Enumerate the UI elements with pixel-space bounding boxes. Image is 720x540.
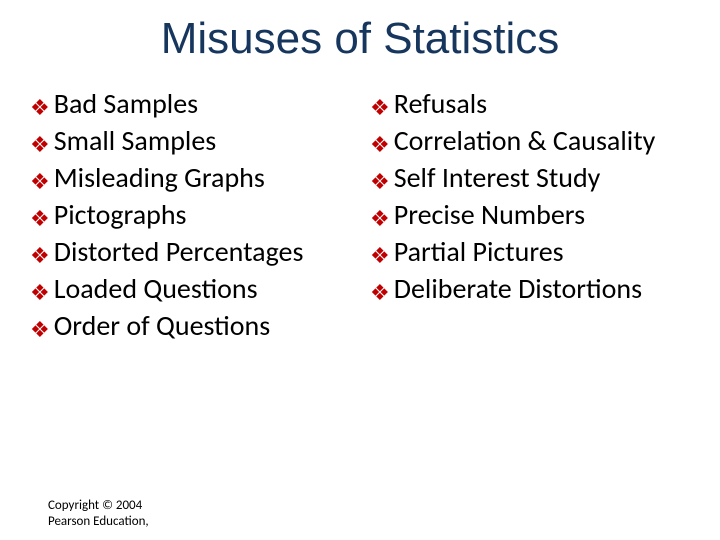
list-item: ❖Small Samples <box>30 123 370 160</box>
title-block: Misuses of Statistics <box>0 0 720 64</box>
list-item: ❖Misleading Graphs <box>30 160 370 197</box>
diamond-bullet-icon: ❖ <box>370 208 390 230</box>
list-item-label: Bad Samples <box>54 86 198 123</box>
list-item-label: Correlation & Causality <box>394 123 656 160</box>
right-column: ❖Refusals❖Correlation & Causality❖Self I… <box>370 86 700 345</box>
list-item-label: Loaded Questions <box>54 271 258 308</box>
list-item-label: Small Samples <box>54 123 217 160</box>
diamond-bullet-icon: ❖ <box>30 208 50 230</box>
diamond-bullet-icon: ❖ <box>370 282 390 304</box>
diamond-bullet-icon: ❖ <box>30 245 50 267</box>
slide: Misuses of Statistics ❖Bad Samples❖Small… <box>0 0 720 540</box>
list-item: ❖Partial Pictures <box>370 234 700 271</box>
diamond-bullet-icon: ❖ <box>30 319 50 341</box>
list-item: ❖Precise Numbers <box>370 197 700 234</box>
list-item-label: Deliberate Distortions <box>394 271 642 308</box>
list-item-label: Order of Questions <box>54 308 270 345</box>
diamond-bullet-icon: ❖ <box>30 282 50 304</box>
list-item: ❖Self Interest Study <box>370 160 700 197</box>
list-item-label: Refusals <box>394 86 487 123</box>
copyright: Copyright © 2004 Pearson Education, <box>48 498 149 531</box>
list-item-label: Misleading Graphs <box>54 160 265 197</box>
diamond-bullet-icon: ❖ <box>30 171 50 193</box>
list-item: ❖Deliberate Distortions <box>370 271 700 308</box>
list-item: ❖Loaded Questions <box>30 271 370 308</box>
list-item-label: Precise Numbers <box>394 197 585 234</box>
list-item: ❖Pictographs <box>30 197 370 234</box>
diamond-bullet-icon: ❖ <box>30 97 50 119</box>
diamond-bullet-icon: ❖ <box>30 134 50 156</box>
content-columns: ❖Bad Samples❖Small Samples❖Misleading Gr… <box>0 86 720 345</box>
copyright-line2: Pearson Education, <box>48 514 149 530</box>
slide-title: Misuses of Statistics <box>161 14 560 63</box>
list-item-label: Self Interest Study <box>394 160 601 197</box>
list-item-label: Partial Pictures <box>394 234 564 271</box>
list-item: ❖Correlation & Causality <box>370 123 700 160</box>
list-item: ❖Distorted Percentages <box>30 234 370 271</box>
list-item-label: Pictographs <box>54 197 187 234</box>
diamond-bullet-icon: ❖ <box>370 245 390 267</box>
diamond-bullet-icon: ❖ <box>370 171 390 193</box>
list-item: ❖Refusals <box>370 86 700 123</box>
list-item: ❖Bad Samples <box>30 86 370 123</box>
list-item: ❖Order of Questions <box>30 308 370 345</box>
left-column: ❖Bad Samples❖Small Samples❖Misleading Gr… <box>30 86 370 345</box>
list-item-label: Distorted Percentages <box>54 234 304 271</box>
diamond-bullet-icon: ❖ <box>370 97 390 119</box>
copyright-line1: Copyright © 2004 <box>48 498 149 514</box>
diamond-bullet-icon: ❖ <box>370 134 390 156</box>
